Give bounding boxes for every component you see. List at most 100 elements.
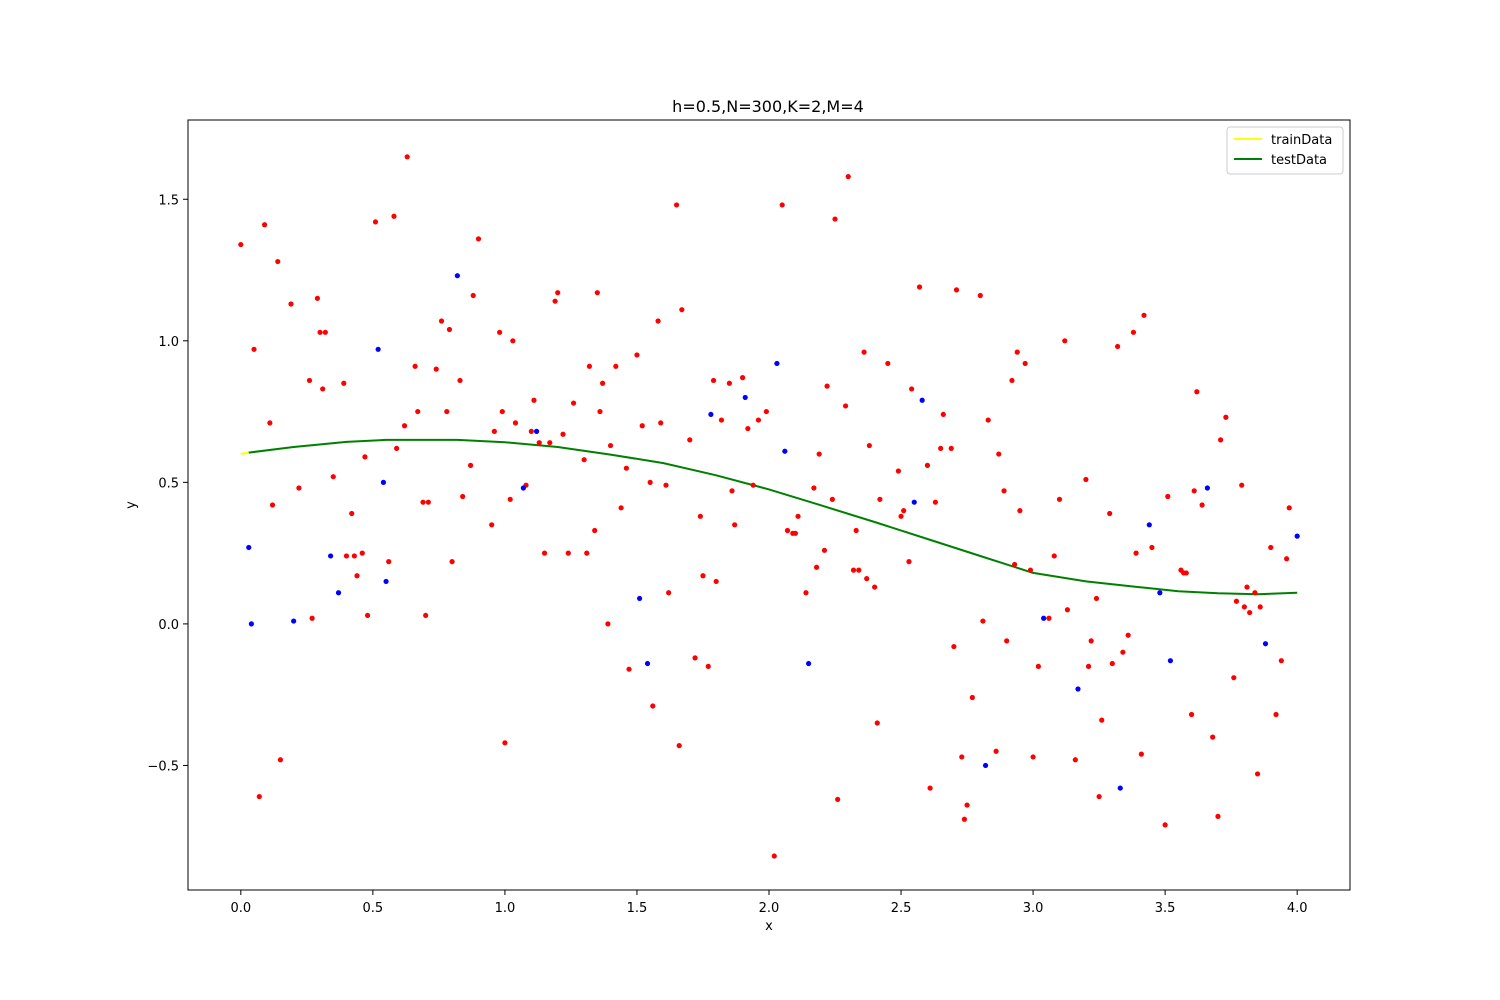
red-point-33 — [420, 499, 426, 505]
red-point-123 — [853, 527, 859, 534]
blue-point-13 — [708, 411, 714, 418]
red-point-195 — [1199, 502, 1205, 508]
red-point-137 — [916, 284, 923, 290]
red-point-134 — [901, 508, 907, 514]
red-point-201 — [1233, 598, 1240, 604]
red-point-118 — [832, 216, 838, 222]
red-point-38 — [444, 408, 450, 415]
red-point-79 — [639, 423, 645, 429]
red-point-178 — [1109, 660, 1115, 667]
red-point-12 — [314, 295, 321, 301]
blue-point-25 — [1157, 590, 1163, 596]
red-point-61 — [555, 290, 561, 296]
blue-point-5 — [375, 346, 381, 352]
red-point-172 — [1085, 663, 1092, 669]
red-point-66 — [584, 550, 590, 556]
red-point-140 — [932, 499, 938, 505]
blue-point-27 — [1204, 485, 1210, 491]
red-point-111 — [803, 590, 809, 596]
blue-point-26 — [1167, 658, 1174, 664]
red-point-141 — [938, 445, 944, 451]
blue-point-22 — [1075, 686, 1081, 692]
blue-point-19 — [919, 397, 925, 403]
red-point-116 — [824, 383, 830, 389]
red-point-156 — [1004, 638, 1010, 644]
red-point-84 — [663, 482, 669, 488]
red-point-194 — [1194, 389, 1200, 395]
y-tick-label-2: 0.5 — [158, 476, 179, 491]
red-point-74 — [613, 363, 619, 369]
red-point-103 — [755, 417, 762, 423]
red-point-154 — [996, 451, 1002, 457]
red-point-2 — [256, 793, 262, 800]
blue-point-10 — [534, 428, 540, 434]
red-point-1 — [251, 346, 257, 352]
blue-point-21 — [1041, 615, 1047, 621]
red-point-199 — [1223, 414, 1229, 420]
red-point-23 — [362, 454, 368, 460]
y-tick-label-3: 1.0 — [158, 335, 179, 350]
red-point-114 — [816, 451, 822, 457]
red-point-24 — [364, 612, 371, 619]
red-point-170 — [1072, 757, 1078, 763]
red-point-55 — [528, 428, 534, 434]
series-line-testdata — [248, 438, 1298, 596]
red-point-71 — [600, 380, 606, 386]
red-point-183 — [1133, 550, 1139, 556]
red-point-124 — [856, 567, 862, 573]
red-point-152 — [985, 417, 991, 423]
red-point-99 — [732, 522, 738, 528]
red-point-135 — [906, 559, 912, 565]
red-point-173 — [1088, 638, 1094, 644]
red-point-202 — [1239, 482, 1245, 488]
red-point-121 — [845, 174, 851, 180]
x-tick-label-0: 0.0 — [230, 901, 251, 916]
red-point-110 — [795, 513, 801, 519]
red-point-22 — [359, 550, 365, 556]
red-point-139 — [927, 785, 933, 791]
red-point-132 — [895, 468, 902, 474]
red-point-128 — [872, 584, 878, 590]
red-point-149 — [969, 694, 975, 701]
red-point-150 — [977, 292, 983, 299]
red-point-18 — [343, 553, 350, 559]
red-point-45 — [475, 236, 482, 242]
red-point-34 — [423, 612, 429, 619]
red-point-122 — [850, 567, 857, 573]
red-point-36 — [433, 366, 439, 372]
red-point-43 — [467, 462, 474, 468]
red-point-211 — [1278, 658, 1284, 664]
red-point-90 — [692, 655, 698, 661]
y-tick-label-0: −0.5 — [147, 759, 179, 774]
red-point-168 — [1062, 338, 1068, 344]
red-point-31 — [412, 363, 418, 369]
red-point-104 — [763, 408, 769, 415]
red-point-0 — [238, 241, 244, 248]
red-point-126 — [864, 576, 870, 582]
red-point-11 — [309, 615, 315, 621]
red-point-210 — [1273, 711, 1279, 718]
red-point-94 — [710, 377, 717, 384]
red-point-115 — [821, 547, 828, 553]
red-point-209 — [1268, 544, 1274, 551]
red-point-136 — [909, 386, 915, 392]
blue-point-0 — [246, 544, 252, 551]
red-point-25 — [372, 219, 379, 225]
red-point-9 — [296, 485, 302, 491]
red-point-5 — [269, 502, 276, 508]
blue-point-2 — [291, 618, 297, 624]
red-point-206 — [1252, 590, 1258, 596]
blue-point-6 — [380, 479, 387, 485]
red-point-145 — [953, 287, 960, 293]
blue-point-28 — [1262, 641, 1269, 647]
red-point-70 — [597, 408, 603, 415]
red-point-58 — [541, 550, 548, 556]
red-point-72 — [605, 621, 611, 627]
red-point-56 — [531, 397, 537, 403]
red-point-7 — [277, 757, 284, 763]
blue-point-23 — [1117, 785, 1123, 791]
red-point-30 — [404, 154, 410, 160]
red-point-130 — [877, 496, 883, 502]
red-point-187 — [1162, 822, 1168, 828]
